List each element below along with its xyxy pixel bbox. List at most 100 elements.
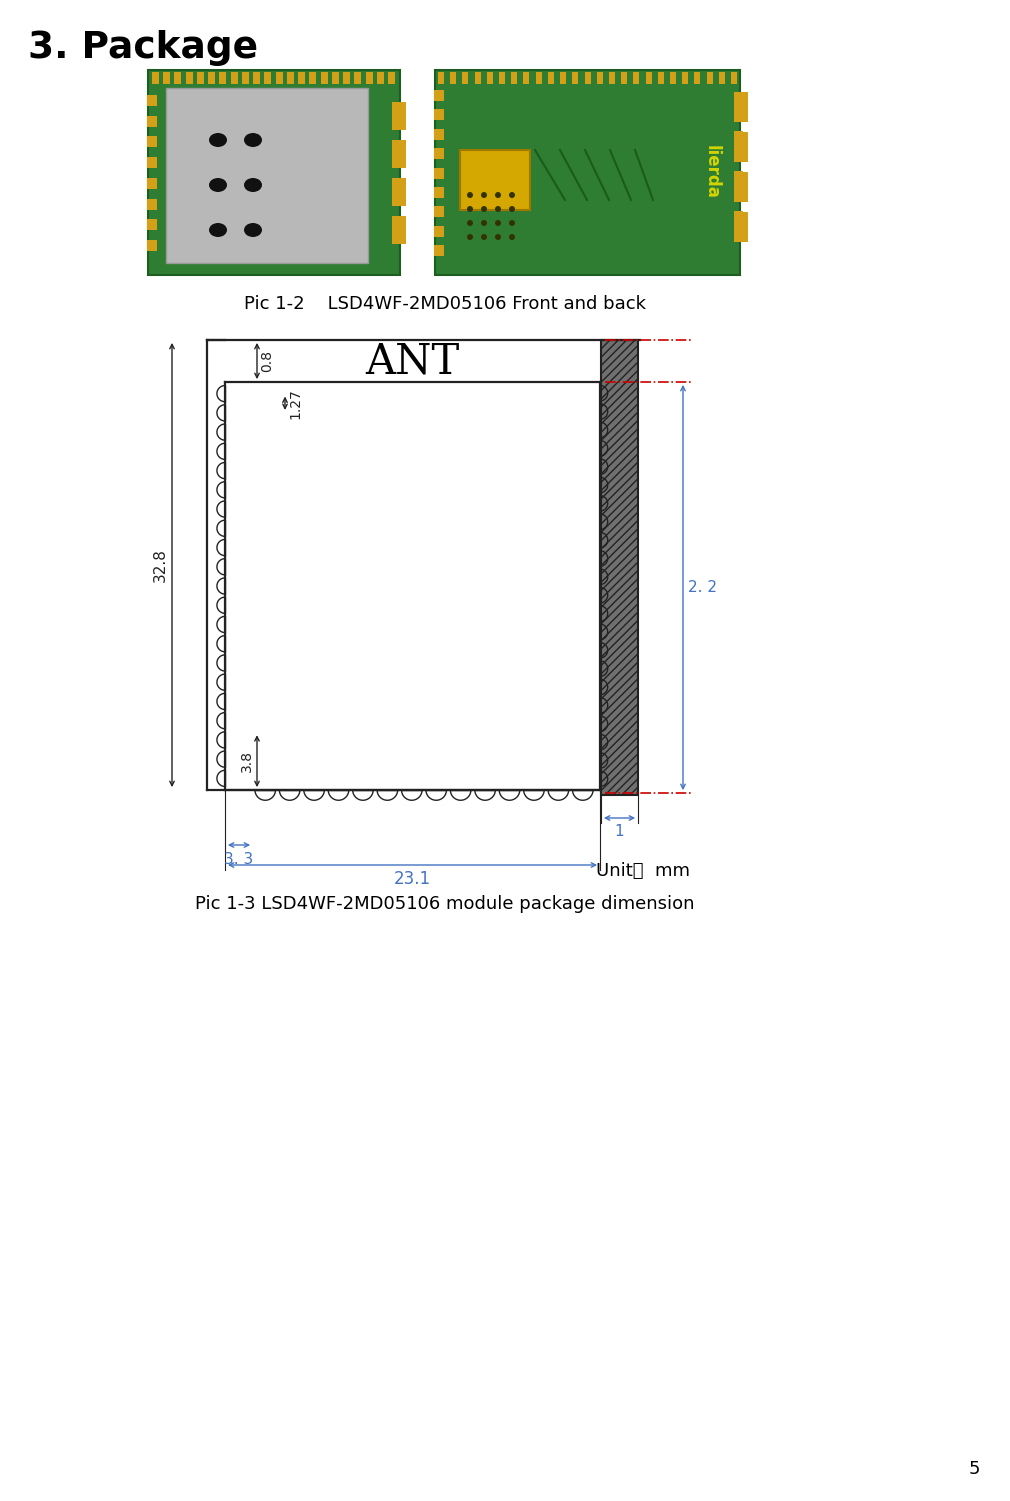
- Text: 0.8: 0.8: [260, 350, 274, 372]
- Text: 5: 5: [969, 1460, 980, 1478]
- Bar: [147, 158, 157, 168]
- Bar: [147, 240, 157, 251]
- Bar: [734, 92, 748, 122]
- Bar: [561, 72, 566, 84]
- Bar: [734, 171, 743, 185]
- Bar: [242, 72, 248, 84]
- Bar: [523, 72, 529, 84]
- Bar: [734, 132, 748, 162]
- Bar: [175, 72, 182, 84]
- Bar: [366, 72, 373, 84]
- Bar: [377, 72, 384, 84]
- Bar: [435, 71, 740, 275]
- Circle shape: [481, 234, 487, 240]
- Text: ANT: ANT: [366, 341, 460, 383]
- Bar: [388, 72, 395, 84]
- Bar: [355, 72, 362, 84]
- Bar: [719, 72, 725, 84]
- Circle shape: [509, 206, 515, 212]
- Ellipse shape: [244, 179, 262, 192]
- Bar: [309, 72, 316, 84]
- Bar: [645, 72, 651, 84]
- Text: Pic 1-2    LSD4WF-2MD05106 Front and back: Pic 1-2 LSD4WF-2MD05106 Front and back: [244, 296, 646, 314]
- Bar: [434, 90, 444, 101]
- Bar: [152, 72, 159, 84]
- Bar: [434, 245, 444, 257]
- Bar: [609, 72, 615, 84]
- Bar: [343, 72, 350, 84]
- Bar: [438, 72, 444, 84]
- Bar: [298, 72, 305, 84]
- Bar: [287, 72, 294, 84]
- Circle shape: [509, 234, 515, 240]
- Bar: [147, 95, 157, 107]
- Bar: [434, 188, 444, 198]
- Bar: [147, 198, 157, 210]
- Bar: [734, 212, 748, 242]
- Bar: [682, 72, 688, 84]
- Bar: [434, 206, 444, 218]
- Bar: [731, 72, 737, 84]
- Bar: [475, 72, 481, 84]
- Text: 2. 2: 2. 2: [688, 579, 717, 594]
- Bar: [597, 72, 603, 84]
- Bar: [585, 72, 591, 84]
- Bar: [392, 140, 406, 168]
- Text: 32.8: 32.8: [153, 548, 168, 582]
- Bar: [633, 72, 639, 84]
- Circle shape: [481, 206, 487, 212]
- Bar: [434, 168, 444, 179]
- Bar: [208, 72, 215, 84]
- Circle shape: [481, 192, 487, 198]
- Bar: [499, 72, 505, 84]
- Bar: [434, 129, 444, 140]
- Bar: [695, 72, 700, 84]
- Circle shape: [467, 192, 473, 198]
- Circle shape: [509, 221, 515, 227]
- Bar: [186, 72, 193, 84]
- Bar: [197, 72, 204, 84]
- Text: 23.1: 23.1: [394, 871, 431, 889]
- Ellipse shape: [244, 134, 262, 147]
- Bar: [147, 177, 157, 189]
- Text: Unit：  mm: Unit： mm: [596, 862, 690, 880]
- Bar: [734, 173, 748, 203]
- Bar: [734, 131, 743, 146]
- Bar: [219, 72, 226, 84]
- Bar: [535, 72, 541, 84]
- Bar: [164, 72, 171, 84]
- Bar: [332, 72, 338, 84]
- Bar: [670, 72, 676, 84]
- Bar: [392, 179, 401, 191]
- Bar: [434, 225, 444, 237]
- Text: 3. Package: 3. Package: [28, 30, 259, 66]
- Bar: [434, 110, 444, 120]
- Circle shape: [495, 234, 501, 240]
- Bar: [601, 341, 638, 796]
- Bar: [487, 72, 493, 84]
- Bar: [707, 72, 713, 84]
- Bar: [265, 72, 272, 84]
- Bar: [392, 216, 406, 245]
- Circle shape: [481, 221, 487, 227]
- Circle shape: [467, 206, 473, 212]
- Bar: [254, 72, 261, 84]
- Bar: [392, 179, 406, 206]
- Circle shape: [495, 206, 501, 212]
- Ellipse shape: [244, 224, 262, 237]
- Bar: [392, 141, 401, 153]
- Text: Pic 1-3 LSD4WF-2MD05106 module package dimension: Pic 1-3 LSD4WF-2MD05106 module package d…: [195, 895, 695, 913]
- Bar: [276, 72, 283, 84]
- Bar: [230, 72, 237, 84]
- Bar: [147, 116, 157, 126]
- Bar: [547, 72, 553, 84]
- Bar: [573, 72, 579, 84]
- Text: 1: 1: [615, 824, 624, 839]
- Bar: [450, 72, 457, 84]
- Bar: [392, 218, 401, 230]
- Ellipse shape: [209, 224, 227, 237]
- Circle shape: [509, 192, 515, 198]
- Bar: [511, 72, 517, 84]
- Bar: [147, 137, 157, 147]
- Circle shape: [467, 221, 473, 227]
